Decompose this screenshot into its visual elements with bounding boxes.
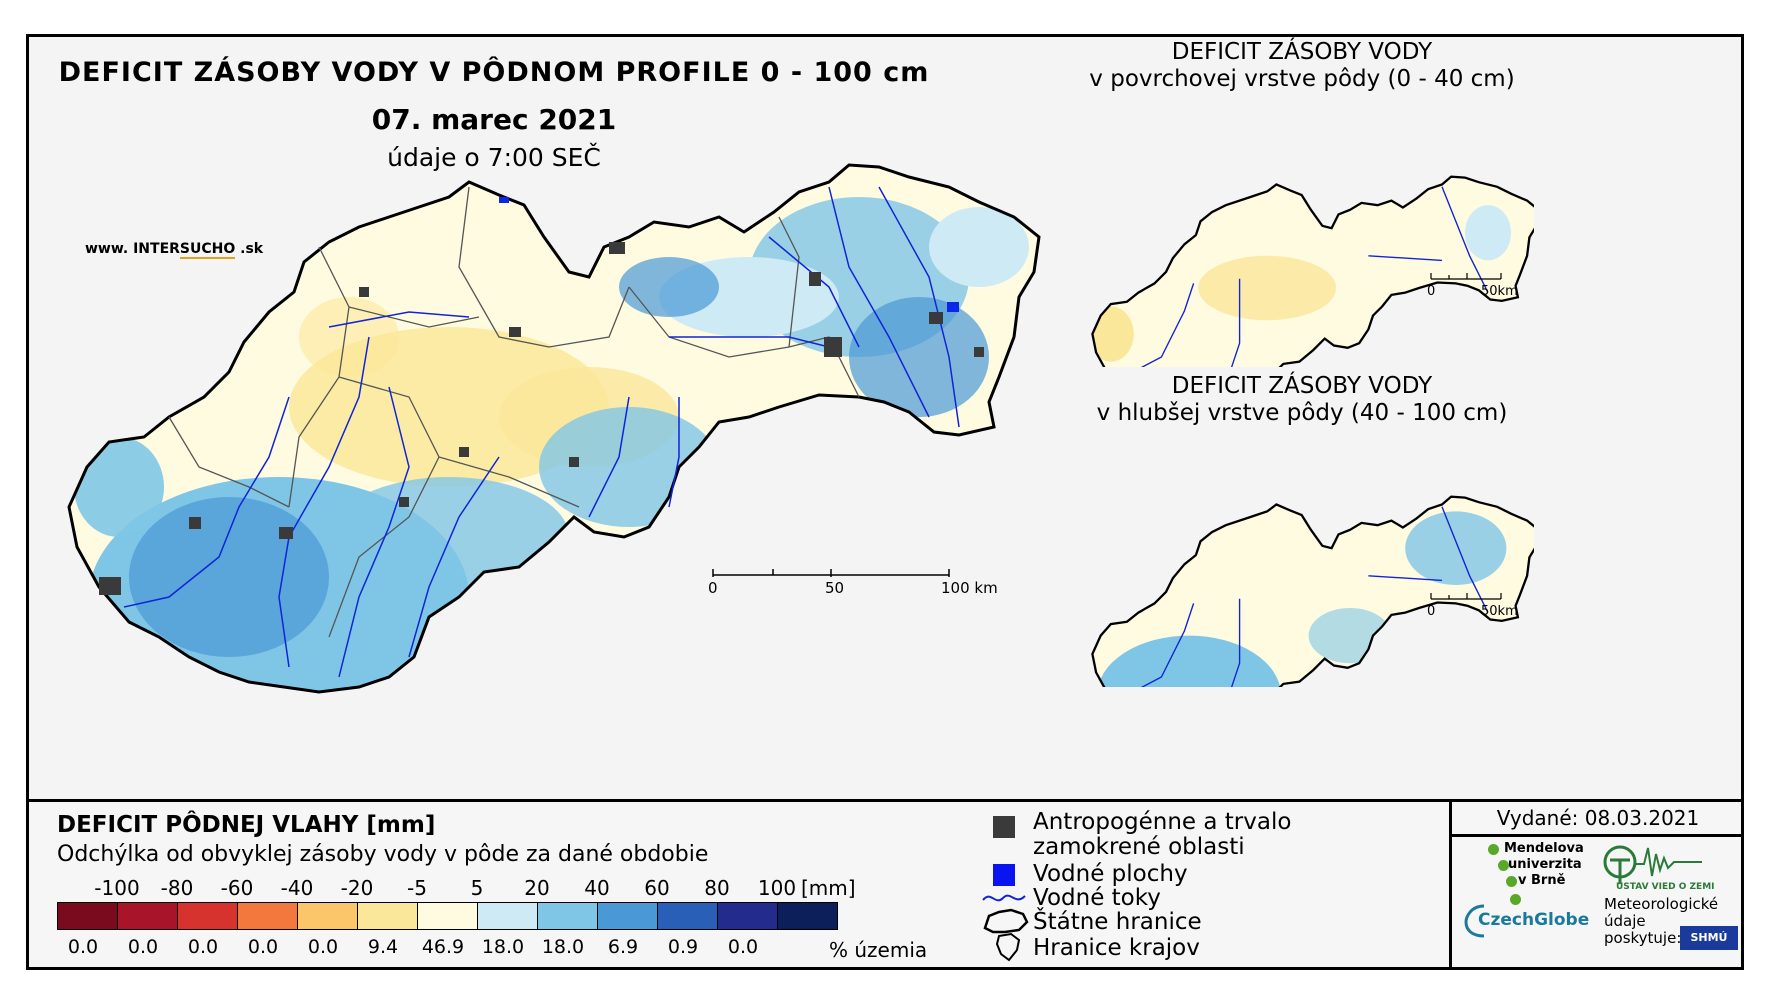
water-bodies-label: Vodné plochy xyxy=(1033,861,1188,887)
legend-tick: 100 xyxy=(757,876,797,900)
legend-percent: 0.0 xyxy=(67,936,99,958)
inset1-title: DEFICIT ZÁSOBY VODY v povrchovej vrstve p… xyxy=(1089,39,1515,92)
czechglobe-label: CzechGlobe xyxy=(1478,910,1590,930)
legend-color-box xyxy=(57,902,118,930)
rivers-icon xyxy=(982,894,1026,902)
inset1-map xyxy=(1091,175,1534,367)
main-map xyxy=(67,163,1041,694)
legend-tick: 20 xyxy=(524,876,550,900)
inset1-scale xyxy=(1430,273,1502,280)
regions-icon xyxy=(995,932,1021,962)
state-border-label: Štátne hranice xyxy=(1033,909,1202,935)
scale-label-50: 50 xyxy=(825,579,845,597)
legend-tick: 5 xyxy=(470,876,484,900)
legend-color-box xyxy=(537,902,598,930)
legend-color-box xyxy=(417,902,478,930)
state-border-icon xyxy=(983,908,1029,934)
legend-color-box xyxy=(597,902,658,930)
anthropogenic-label: Antropogénne a trvalo zamokrené oblasti xyxy=(1033,809,1292,860)
legend-color-box xyxy=(357,902,418,930)
regions-label: Hranice krajov xyxy=(1033,935,1200,961)
map-date: 07. marec 2021 xyxy=(371,103,617,136)
legend-percent: 6.9 xyxy=(607,936,639,958)
credits-panel: Vydané: 08.03.2021 Mendelova univerzita v … xyxy=(1449,802,1744,970)
legend-color-box xyxy=(117,902,178,930)
inset2-title: DEFICIT ZÁSOBY VODY v hlubšej vrstve pôdy… xyxy=(1096,373,1508,426)
website-label: www. INTERSUCHO .sk xyxy=(85,241,264,259)
legend-color-box xyxy=(717,902,778,930)
mendel-dot-4 xyxy=(1510,894,1521,905)
uvoz-logo-icon xyxy=(1603,845,1702,884)
legend-tick: 60 xyxy=(644,876,670,900)
map-frame: DEFICIT ZÁSOBY VODY V PÔDNOM PROFILE 0 -… xyxy=(26,34,1744,970)
mendel-dot-3 xyxy=(1506,876,1517,887)
legend-percent: 18.0 xyxy=(481,936,525,958)
legend-tick: 40 xyxy=(584,876,610,900)
legend-tick: -80 xyxy=(160,876,194,900)
meteo-credit: Meteorologické údaje poskytuje: xyxy=(1604,895,1719,947)
inset2-scale xyxy=(1430,593,1502,600)
legend-panel: DEFICIT PÔDNEJ VLAHY [mm] Odchýlka od ob… xyxy=(29,802,1744,970)
czechglobe-logo-icon xyxy=(1464,904,1485,938)
map-time-note: údaje o 7:00 SEČ xyxy=(387,143,601,172)
legend-percent: 9.4 xyxy=(367,936,399,958)
legend-color-box xyxy=(657,902,718,930)
legend-color-box xyxy=(177,902,238,930)
mendel-logo-text: Mendelova univerzita v Brně xyxy=(1504,841,1584,888)
inset1-scale-0: 0 xyxy=(1427,284,1436,299)
legend-title: DEFICIT PÔDNEJ VLAHY [mm] xyxy=(57,812,436,838)
scale-label-100: 100 km xyxy=(941,579,998,597)
inset1-scale-50: 50km xyxy=(1481,284,1518,299)
legend-percent: 0.0 xyxy=(307,936,339,958)
legend-percent: 18.0 xyxy=(541,936,585,958)
anthropogenic-swatch xyxy=(993,816,1015,838)
legend-tick: -40 xyxy=(280,876,314,900)
issued-date: Vydané: 08.03.2021 xyxy=(1452,802,1744,837)
shmu-logo: SHMÚ xyxy=(1680,926,1738,950)
legend-unit: [mm] xyxy=(801,876,856,900)
legend-color-box xyxy=(297,902,358,930)
legend-color-box xyxy=(777,902,838,930)
water-bodies-swatch xyxy=(993,864,1015,886)
inset2-map xyxy=(1091,495,1534,687)
inset2-scale-0: 0 xyxy=(1427,604,1436,619)
legend-tick: -5 xyxy=(407,876,427,900)
inset2-scale-50: 50km xyxy=(1481,604,1518,619)
legend-color-box xyxy=(237,902,298,930)
legend-color-box xyxy=(477,902,538,930)
legend-subtitle: Odchýlka od obvyklej zásoby vody v pôde … xyxy=(57,842,709,867)
uvoz-label: ÚSTAV VIED O ZEMI xyxy=(1616,882,1715,892)
mendel-dot-2 xyxy=(1498,860,1509,871)
legend-tick: 80 xyxy=(704,876,730,900)
legend-tick: -20 xyxy=(340,876,374,900)
legend-percent: 0.0 xyxy=(727,936,759,958)
map-title: DEFICIT ZÁSOBY VODY V PÔDNOM PROFILE 0 -… xyxy=(58,57,930,88)
legend-percent: 0.0 xyxy=(127,936,159,958)
legend-percent-label: % územia xyxy=(829,938,928,962)
scale-label-0: 0 xyxy=(708,579,718,597)
legend-tick: -60 xyxy=(220,876,254,900)
rivers-label: Vodné toky xyxy=(1033,885,1161,911)
map-area: DEFICIT ZÁSOBY VODY V PÔDNOM PROFILE 0 -… xyxy=(29,37,1741,802)
legend-percent: 0.0 xyxy=(247,936,279,958)
legend-percent: 0.9 xyxy=(667,936,699,958)
legend-tick: -100 xyxy=(94,876,140,900)
legend-percent: 0.0 xyxy=(187,936,219,958)
legend-percent: 46.9 xyxy=(421,936,465,958)
mendel-dot-1 xyxy=(1488,844,1499,855)
